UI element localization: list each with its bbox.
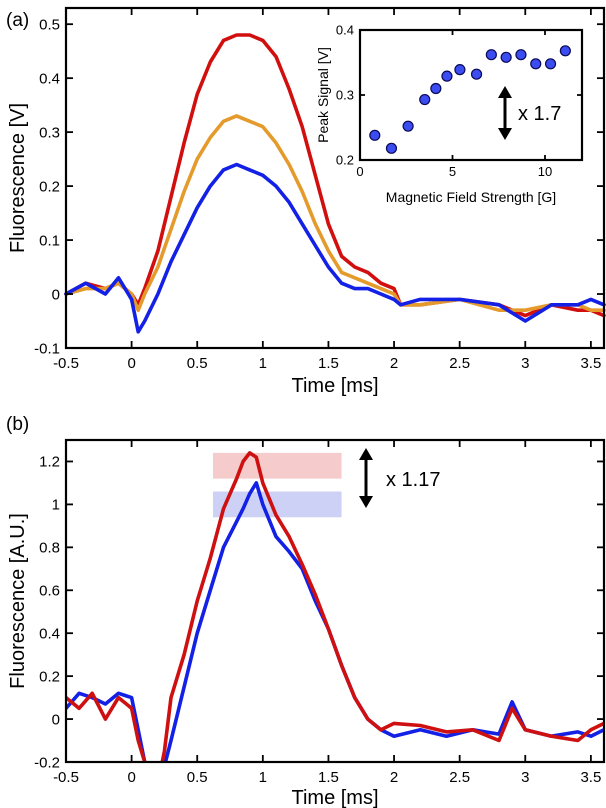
inset-point — [430, 82, 442, 95]
b-y-tick-label: 0.6 — [39, 583, 60, 600]
b-y-tick-label: 0 — [52, 711, 60, 728]
panel-b-axes-frame — [64, 438, 606, 764]
a-x-tick-label: 3 — [521, 355, 529, 372]
a-y-tick-label: 0.2 — [39, 178, 60, 195]
inset-background — [360, 30, 582, 160]
inset-point — [470, 68, 483, 80]
a-x-tick-label: 1 — [259, 355, 267, 372]
inset-point — [530, 58, 542, 70]
panel-a-ticks: -0.5 0 0.5 1 1.5 2 2.5 3 3.5 -0.1 0 0.1 0.2 0.3 0.4 0.5 — [34, 8, 604, 372]
inset-point — [385, 142, 398, 154]
panel-a: (a) -0.5 0 0.5 1 1.5 2 2.5 3 3.5 -0.1 0 0.1 0.2 0.3 0.… — [6, 6, 606, 397]
b-x-tick-label: 3.5 — [580, 769, 601, 786]
panel-a-x-axis-label: Time [ms] — [291, 375, 378, 397]
inset-y-tick-label: 0.3 — [336, 88, 354, 103]
inset-point — [500, 51, 512, 63]
panel-b-annotation: x 1.17 — [386, 469, 440, 491]
panel-b-double-arrow-icon — [359, 448, 373, 508]
panel-a-y-axis-label: Fluorescence [V] — [7, 103, 29, 253]
a-x-tick-label: 3.5 — [580, 355, 601, 372]
a-y-tick-label: 0.5 — [39, 16, 60, 33]
inset-x-tick-label: 10 — [538, 164, 552, 179]
inset-x-tick-label: 5 — [449, 164, 456, 179]
inset-x-axis-label: Magnetic Field Strength [G] — [386, 189, 556, 205]
b-x-tick-label: 0.5 — [187, 769, 208, 786]
inset-arrow-head-up — [498, 86, 512, 98]
panel-b: (b) -0.5 0 0.5 1 1.5 2 2.5 3 3.5 -0.2 0 0.2 0.4 0.6 0.… — [6, 414, 606, 808]
b-x-tick-label: -0.5 — [53, 769, 79, 786]
panel-b-band-1 — [212, 491, 342, 518]
a-y-tick-label: 0.3 — [39, 124, 60, 141]
inset-annotation: x 1.7 — [518, 103, 561, 125]
inset-double-arrow-icon — [498, 86, 512, 140]
b-y-tick-label: 1.2 — [39, 454, 60, 471]
a-y-tick-label: -0.1 — [34, 340, 60, 357]
b-x-tick-label: 1.5 — [318, 769, 339, 786]
a-x-tick-label: 0.5 — [187, 355, 208, 372]
panel-b-series — [66, 451, 604, 762]
panel-a-axes-frame — [64, 6, 606, 350]
panel-a-series — [64, 33, 606, 334]
a-x-tick-label: 2 — [390, 355, 398, 372]
b-x-tick-label: 2.5 — [449, 769, 470, 786]
inset-point — [485, 49, 497, 61]
inset-ticks: 0 5 10 0.2 0.3 0.4 — [336, 23, 582, 179]
panel-b-x-axis-label: Time [ms] — [291, 787, 378, 808]
panel-b-label: (b) — [6, 414, 29, 435]
inset-y-axis-label: Peak Signal [V] — [315, 47, 331, 143]
panel-b-ticks: -0.5 0 0.5 1 1.5 2 2.5 3 3.5 -0.2 0 0.2 0.4 0.6 0.8 1 1.… — [34, 440, 604, 786]
b-x-tick-label: 2 — [390, 769, 398, 786]
b-y-tick-label: 0.4 — [39, 625, 60, 642]
inset-point — [559, 45, 571, 57]
inset-point — [515, 49, 527, 61]
b-x-tick-label: 1 — [259, 769, 267, 786]
b-y-tick-label: 1 — [52, 497, 60, 514]
panel-b-arrow-head-down — [359, 496, 373, 508]
a-x-tick-label: 0 — [127, 355, 135, 372]
a-y-tick-label: 0.1 — [39, 232, 60, 249]
b-x-tick-label: 3 — [521, 769, 529, 786]
panel-b-series-line-1 — [66, 451, 604, 762]
a-y-tick-label: 0 — [52, 286, 60, 303]
inset-point — [369, 129, 381, 141]
inset-point — [402, 120, 414, 132]
a-x-tick-label: 2.5 — [449, 355, 470, 372]
panel-b-bands — [212, 452, 342, 518]
inset-y-tick-label: 0.4 — [336, 23, 354, 38]
inset-x-tick-label: 0 — [356, 164, 363, 179]
a-y-tick-label: 0.4 — [39, 70, 60, 87]
inset-point — [419, 93, 431, 106]
inset-peak-signal: 0 5 10 0.2 0.3 0.4 Magnetic Field Strength [G… — [315, 23, 584, 205]
inset-point — [544, 58, 557, 70]
panel-b-y-axis-label: Fluorescence [A.U.] — [7, 513, 29, 689]
b-y-tick-label: 0.8 — [39, 540, 60, 557]
b-y-tick-label: -0.2 — [34, 754, 60, 771]
a-x-tick-label: 1.5 — [318, 355, 339, 372]
panel-b-arrow-head-up — [359, 448, 373, 460]
inset-point — [441, 70, 453, 82]
b-x-tick-label: 0 — [127, 769, 135, 786]
panel-b-series-line-0 — [66, 481, 604, 762]
inset-y-tick-label: 0.2 — [336, 153, 354, 168]
inset-point — [454, 64, 466, 76]
b-y-tick-label: 0.2 — [39, 668, 60, 685]
a-x-tick-label: -0.5 — [53, 355, 79, 372]
inset-arrow-head-down — [498, 128, 512, 140]
panel-a-label: (a) — [6, 10, 29, 31]
panel-a-series-line-2 — [64, 162, 606, 334]
inset-points — [369, 45, 571, 154]
panel-b-band-0 — [212, 452, 342, 479]
